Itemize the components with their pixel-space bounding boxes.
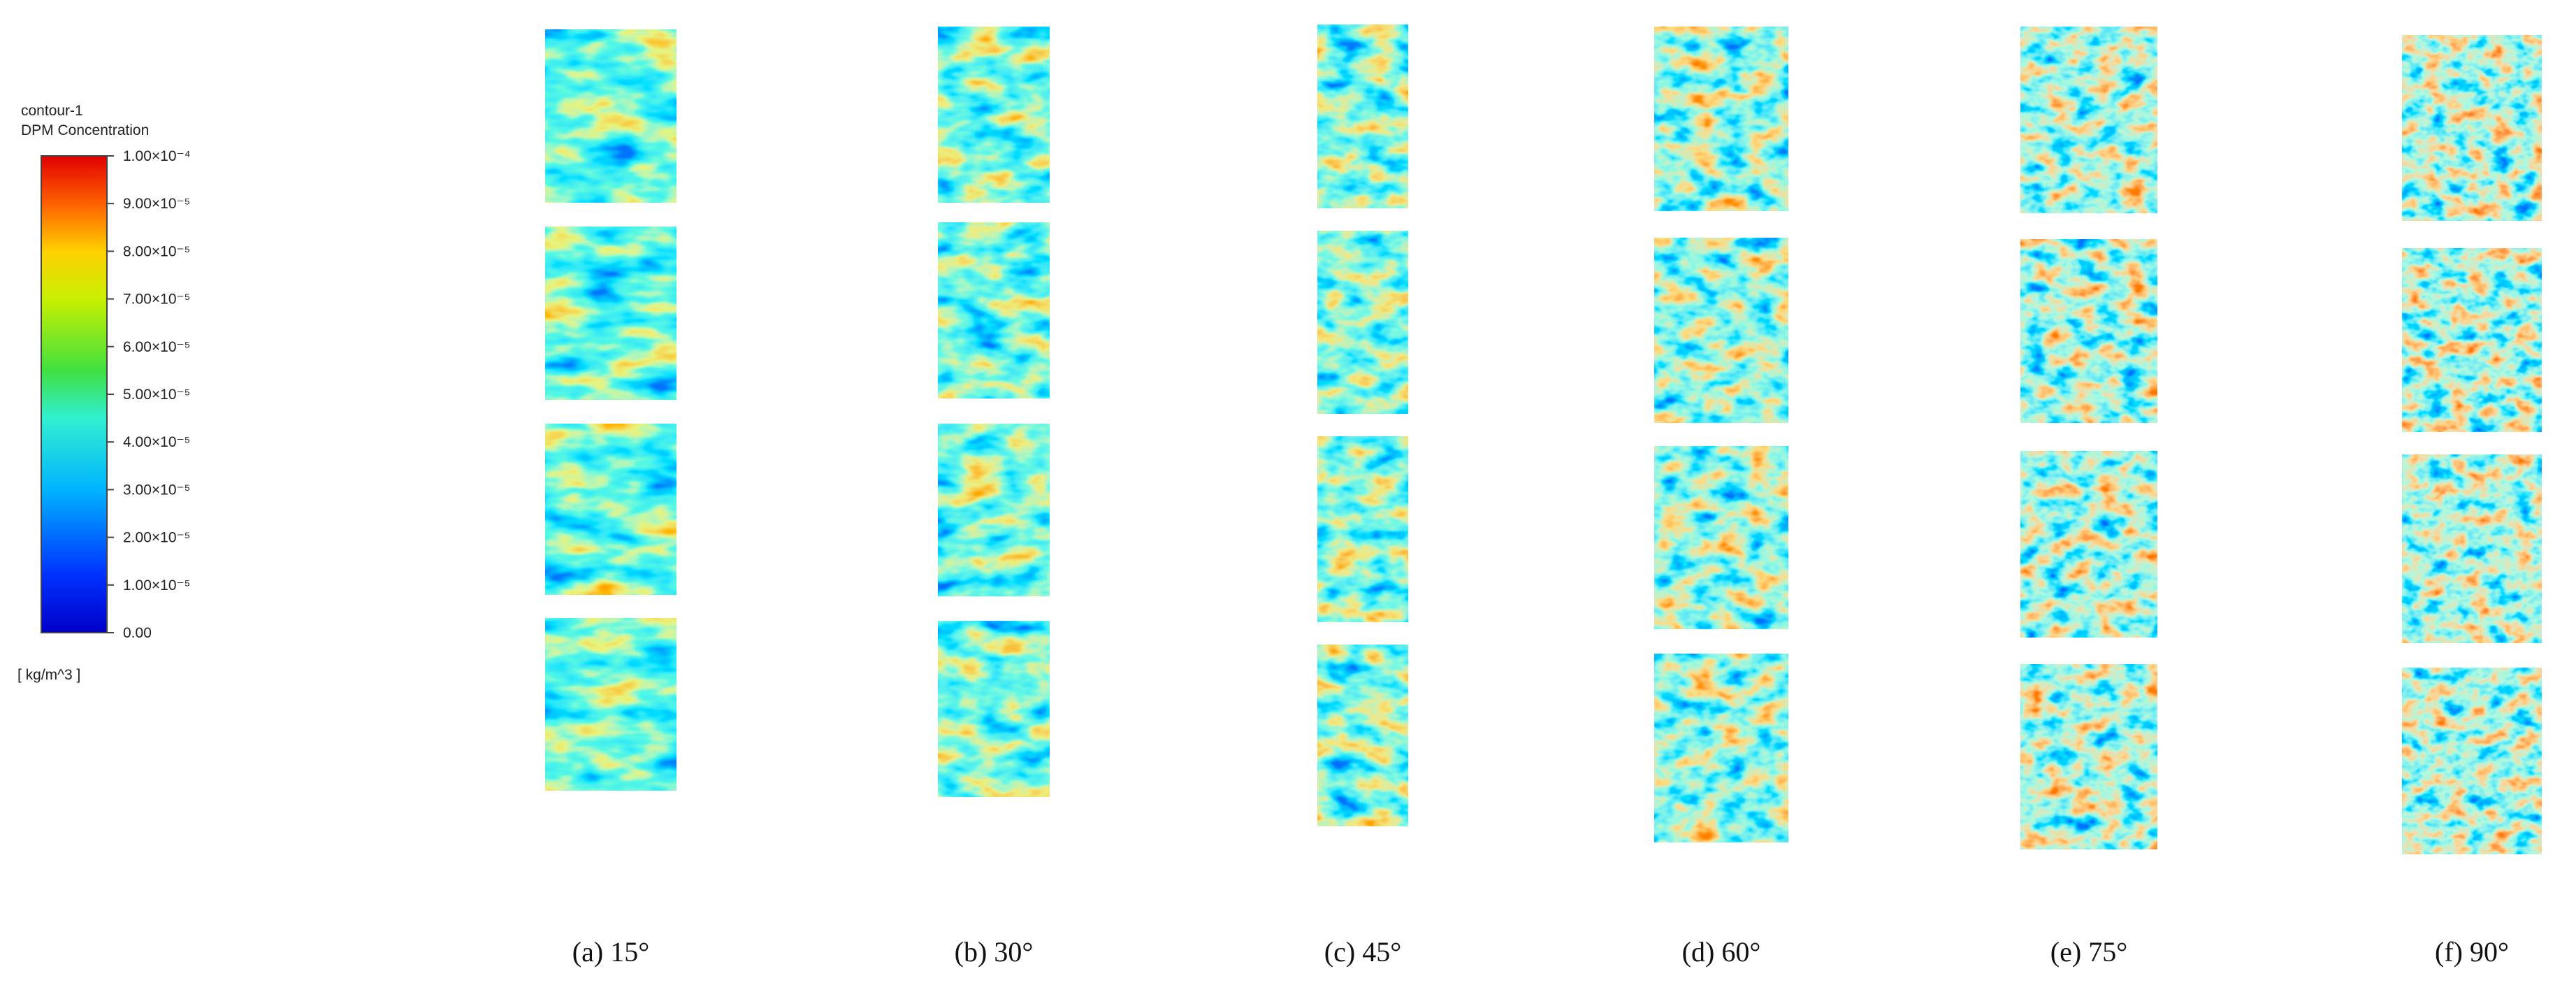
contour-panel (938, 222, 1050, 398)
panel-caption: (d) 60° (1682, 936, 1761, 968)
legend-title: DPM Concentration (21, 122, 149, 138)
panel-caption: (e) 75° (2050, 936, 2127, 968)
contour-panel (545, 618, 676, 791)
colorbar (41, 155, 108, 633)
colorbar-label: 9.00×10⁻⁵ (123, 196, 190, 212)
contour-panel (1654, 27, 1788, 211)
panel-caption: (f) 90° (2435, 936, 2509, 968)
contour-panel (1654, 446, 1788, 629)
contour-panel (1317, 231, 1408, 414)
panel-caption: (b) 30° (955, 936, 1034, 968)
contour-panel (2402, 248, 2542, 432)
colorbar-label: 7.00×10⁻⁵ (123, 292, 190, 308)
contour-panel (2020, 239, 2157, 423)
contour-panel (938, 27, 1050, 203)
colorbar-label: 8.00×10⁻⁵ (123, 243, 190, 259)
panel-caption: (a) 15° (572, 936, 649, 968)
colorbar-label: 5.00×10⁻⁵ (123, 387, 190, 403)
contour-panel (2402, 35, 2542, 221)
contour-panel (545, 424, 676, 595)
colorbar-label: 1.00×10⁻⁴ (123, 148, 191, 164)
colorbar-label: 1.00×10⁻⁵ (123, 577, 190, 594)
contour-panel (2020, 27, 2157, 213)
colorbar-label: 6.00×10⁻⁵ (123, 339, 190, 355)
contour-panel (1317, 24, 1408, 208)
contour-panel (1317, 436, 1408, 622)
colorbar-label: 2.00×10⁻⁵ (123, 530, 190, 546)
contour-panel (938, 621, 1050, 797)
contour-panel (545, 227, 676, 400)
colorbar-label: 4.00×10⁻⁵ (123, 434, 190, 450)
panel-caption: (c) 45° (1324, 936, 1401, 968)
contour-panel (2402, 454, 2542, 643)
contour-panel (938, 424, 1050, 596)
colorbar-label: 0.00 (123, 625, 152, 641)
contour-panel (545, 29, 676, 203)
contour-panel (2402, 668, 2542, 854)
contour-panel (2020, 451, 2157, 638)
contour-panel (2020, 664, 2157, 849)
contour-panel (1317, 645, 1408, 826)
legend-unit: [ kg/m^3 ] (17, 667, 80, 683)
legend-title: contour-1 (21, 103, 83, 119)
contour-panel (1654, 238, 1788, 423)
contour-panel (1654, 654, 1788, 842)
colorbar-label: 3.00×10⁻⁵ (123, 482, 190, 498)
